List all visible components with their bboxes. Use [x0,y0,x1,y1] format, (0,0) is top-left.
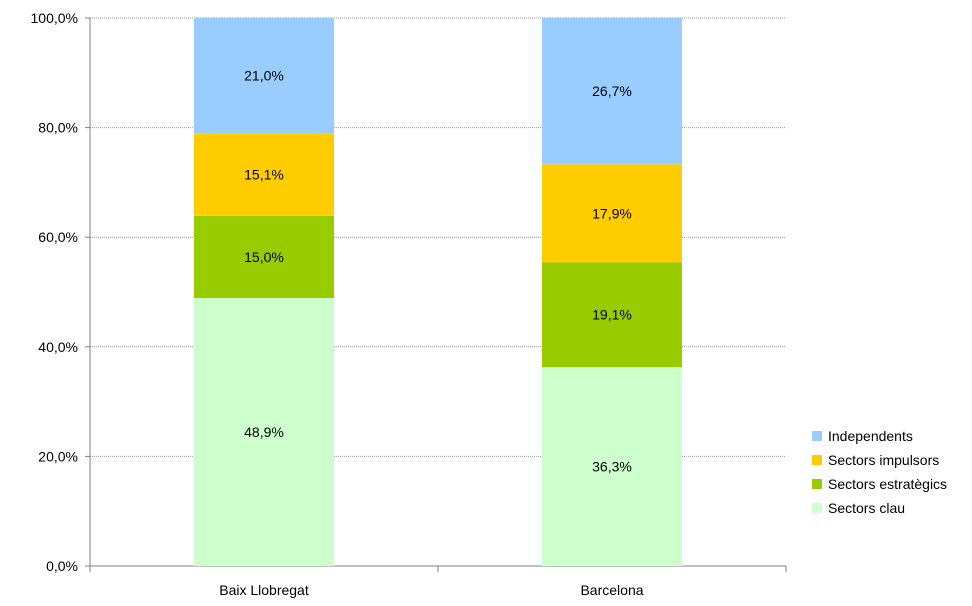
legend-label: Sectors impulsors [828,452,940,468]
legend-swatch [812,431,822,441]
data-label: 19,1% [592,307,632,323]
y-tick-label: 80,0% [38,120,78,136]
x-tick-label: Barcelona [580,582,643,598]
legend-item: Sectors estratègics [812,472,947,496]
data-label: 17,9% [592,205,632,221]
bar-segment-2 [542,262,682,368]
bar-segment-4 [542,18,682,165]
bar-segment-3 [542,164,682,263]
data-label: 48,9% [244,424,284,440]
legend-item: Independents [812,424,947,448]
bar-segment-1 [542,367,682,566]
y-tick-label: 0,0% [46,558,78,574]
legend-label: Sectors clau [828,500,906,516]
chart-legend: Independents Sectors impulsors Sectors est… [812,424,947,520]
y-tick-label: 100,0% [31,10,78,26]
legend-item: Sectors impulsors [812,448,947,472]
bar-segment-4 [194,18,334,134]
y-tick-label: 40,0% [38,339,78,355]
y-tick-label: 60,0% [38,229,78,245]
bar-segment-3 [194,133,334,216]
data-label: 26,7% [592,83,632,99]
x-tick-label: Baix Llobregat [219,582,309,598]
bar-segment-1 [194,298,334,566]
legend-item: Sectors clau [812,496,947,520]
data-label: 36,3% [592,459,632,475]
data-label: 21,0% [244,68,284,84]
legend-label: Sectors estratègics [828,476,948,492]
data-label: 15,1% [244,166,284,182]
y-tick-label: 20,0% [38,448,78,464]
data-label: 15,0% [244,249,284,265]
legend-swatch [812,479,822,489]
legend-swatch [812,503,822,513]
legend-swatch [812,455,822,465]
legend-label: Independents [828,428,913,444]
bar-segment-2 [194,215,334,299]
